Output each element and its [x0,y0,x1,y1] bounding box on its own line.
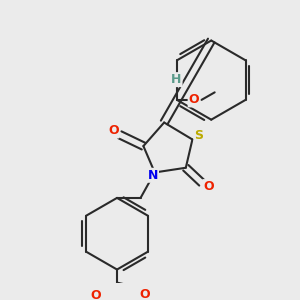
Text: S: S [194,129,203,142]
Text: H: H [171,73,182,86]
Text: N: N [148,169,158,182]
Text: O: O [203,180,214,193]
Text: O: O [139,287,150,300]
Text: O: O [90,290,101,300]
Text: O: O [189,93,199,106]
Text: O: O [108,124,119,137]
